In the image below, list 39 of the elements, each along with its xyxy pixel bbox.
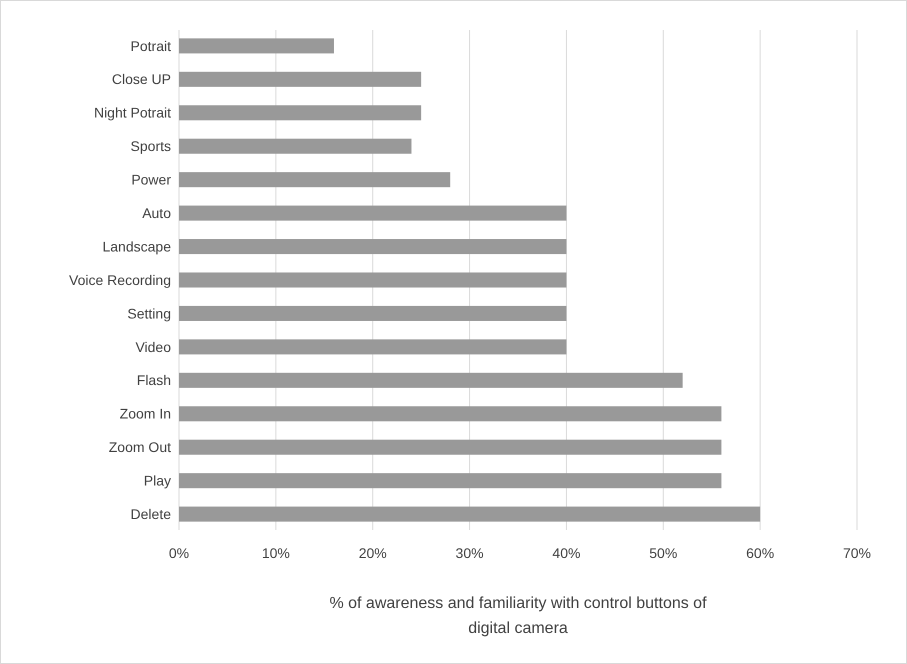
y-tick-label: Play [144,472,171,489]
bar [179,473,722,488]
y-tick-label: Video [135,338,172,355]
bar [179,206,566,221]
bar [179,372,683,388]
y-tick-label: Night Potrait [94,104,172,121]
y-tick-label: Close UP [112,71,171,88]
y-tick-label: Flash [136,372,171,388]
bar [179,272,566,288]
x-tick-label: 40% [552,545,580,561]
x-tick-label: 0% [168,545,190,561]
bar [179,239,566,254]
y-tick-label: Landscape [102,238,172,254]
bar [179,138,412,154]
bar [179,440,722,455]
y-tick-label: Voice Recording [69,272,171,288]
x-tick-label: 10% [262,545,290,561]
y-tick-label: Potrait [130,38,172,54]
x-tick-label: 20% [358,545,387,561]
y-tick-label: Sports [130,138,171,154]
x-tick-label: 60% [746,545,774,561]
x-axis-title: % of awareness and familiarity with control buttons of digital camera [329,595,708,637]
y-tick-label: Power [131,172,172,188]
x-tick-label: 50% [649,545,678,561]
bar [179,406,722,422]
y-tick-label: Auto [142,205,172,222]
x-tick-label: 30% [456,545,484,561]
bar [179,72,422,87]
bar [179,339,566,354]
y-tick-label: Zoom In [120,406,171,422]
y-tick-label: Setting [127,305,171,322]
bar [179,306,566,321]
bar [179,38,334,54]
y-tick-label: Zoom Out [108,439,172,456]
bar [179,506,760,522]
y-tick-label: Delete [130,506,172,522]
bar [179,105,422,120]
x-tick-label: 70% [842,545,872,561]
bar [179,172,450,188]
